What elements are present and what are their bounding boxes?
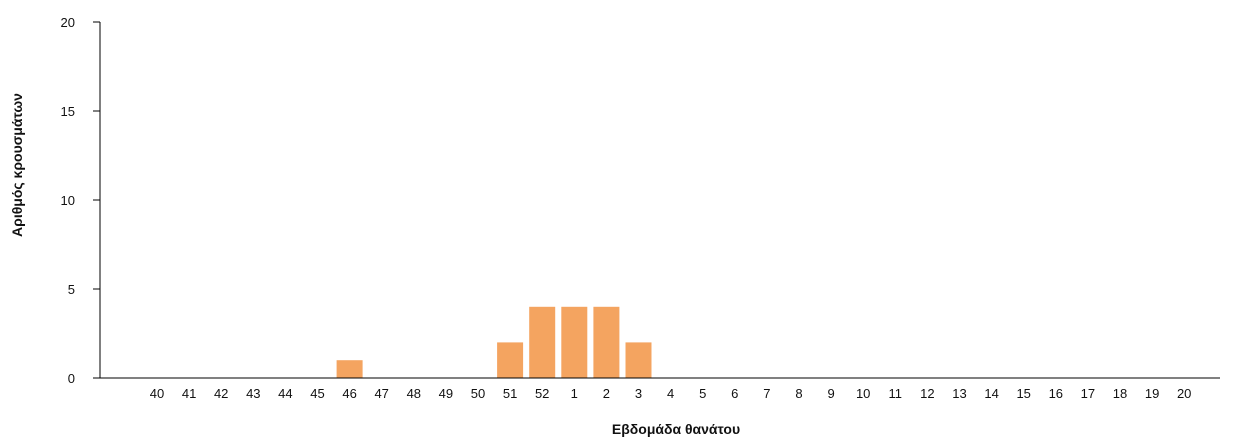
y-tick-label: 15 — [61, 104, 75, 119]
bar-week-3 — [625, 342, 652, 378]
x-tick-label: 18 — [1113, 386, 1127, 401]
x-axis-ticks: 40 41 42 43 44 45 46 47 48 49 50 51 52 1 2 3 4 5 6 7 8 9 10 11 1… — [150, 386, 1192, 401]
x-tick-label: 50 — [471, 386, 485, 401]
x-tick-label: 19 — [1145, 386, 1159, 401]
x-tick-label: 15 — [1016, 386, 1030, 401]
x-tick-label: 49 — [439, 386, 453, 401]
x-tick-label: 3 — [635, 386, 642, 401]
x-tick-label: 8 — [795, 386, 802, 401]
bar-week-2 — [593, 306, 620, 378]
x-tick-label: 2 — [603, 386, 610, 401]
x-tick-label: 47 — [374, 386, 388, 401]
x-tick-label: 7 — [763, 386, 770, 401]
bar-week-51 — [497, 342, 524, 378]
x-tick-label: 45 — [310, 386, 324, 401]
x-tick-label: 11 — [889, 386, 903, 401]
x-tick-label: 42 — [214, 386, 228, 401]
y-tick-label: 0 — [68, 371, 75, 386]
bars — [336, 306, 652, 378]
y-axis-title: Αριθμός κρουσμάτων — [9, 93, 25, 237]
y-tick-label: 5 — [68, 282, 75, 297]
x-tick-label: 48 — [407, 386, 421, 401]
x-tick-label: 20 — [1177, 386, 1191, 401]
x-tick-label: 41 — [182, 386, 196, 401]
bar-week-1 — [561, 306, 588, 378]
x-tick-label: 17 — [1081, 386, 1095, 401]
x-tick-label: 13 — [952, 386, 966, 401]
x-tick-label: 5 — [699, 386, 706, 401]
y-axis-ticks: 0 5 10 15 20 — [61, 15, 100, 386]
x-tick-label: 44 — [278, 386, 292, 401]
x-tick-label: 12 — [920, 386, 934, 401]
y-tick-label: 10 — [61, 193, 75, 208]
x-tick-label: 51 — [503, 386, 517, 401]
x-tick-label: 4 — [667, 386, 674, 401]
x-axis-title: Εβδομάδα θανάτου — [612, 421, 740, 437]
x-tick-label: 6 — [731, 386, 738, 401]
x-tick-label: 16 — [1049, 386, 1063, 401]
x-tick-label: 9 — [827, 386, 834, 401]
x-tick-label: 14 — [984, 386, 998, 401]
x-tick-label: 1 — [571, 386, 578, 401]
x-tick-label: 46 — [342, 386, 356, 401]
x-tick-label: 10 — [856, 386, 870, 401]
bar-week-52 — [529, 306, 556, 378]
x-tick-label: 43 — [246, 386, 260, 401]
x-tick-label: 52 — [535, 386, 549, 401]
bar-week-46 — [336, 360, 363, 378]
y-tick-label: 20 — [61, 15, 75, 30]
x-tick-label: 40 — [150, 386, 164, 401]
